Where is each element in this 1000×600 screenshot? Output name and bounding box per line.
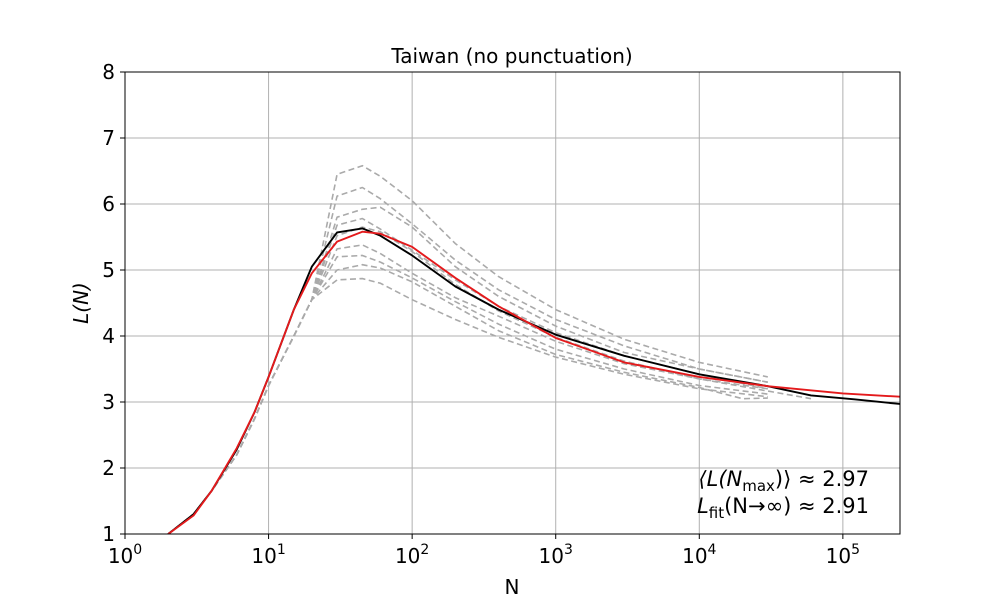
y-axis-title: L(N) xyxy=(69,282,93,324)
x-axis-title: N xyxy=(505,575,520,599)
y-tick-label: 7 xyxy=(102,126,115,150)
series-group xyxy=(167,164,900,534)
sample-series-line xyxy=(167,263,768,534)
y-tick-label: 2 xyxy=(102,456,115,480)
y-tick-label: 3 xyxy=(102,390,115,414)
y-tick-label: 5 xyxy=(102,258,115,282)
x-tick-label: 103 xyxy=(539,542,573,568)
sample-series-line xyxy=(167,206,768,534)
plot-frame xyxy=(124,71,901,535)
sample-series-line xyxy=(167,164,768,534)
sample-series-line xyxy=(167,186,768,534)
sample-series-line xyxy=(167,217,768,534)
chart-title: Taiwan (no punctuation) xyxy=(390,44,632,68)
ticks: 100 101 102 103 104 105 1 2 3 4 5 6 7 8 xyxy=(102,60,860,568)
annotation-text: Lfit(N→∞) ≈ 2.91 xyxy=(697,494,869,522)
y-tick-label: 6 xyxy=(102,192,115,216)
x-tick-label: 104 xyxy=(682,542,716,568)
x-tick-label: 102 xyxy=(395,542,429,568)
sample-series-line xyxy=(167,277,768,534)
y-tick-label: 4 xyxy=(102,324,115,348)
sample-series-line xyxy=(167,254,768,534)
x-tick-label: 100 xyxy=(108,542,142,568)
y-tick-label: 8 xyxy=(102,60,115,84)
fit-series-line xyxy=(167,230,900,534)
y-tick-label: 1 xyxy=(102,522,115,546)
x-tick-label: 105 xyxy=(826,542,860,568)
x-tick-label: 101 xyxy=(251,542,285,568)
annotation-text: ⟨L(Nmax)⟩ ≈ 2.97 xyxy=(698,467,869,495)
